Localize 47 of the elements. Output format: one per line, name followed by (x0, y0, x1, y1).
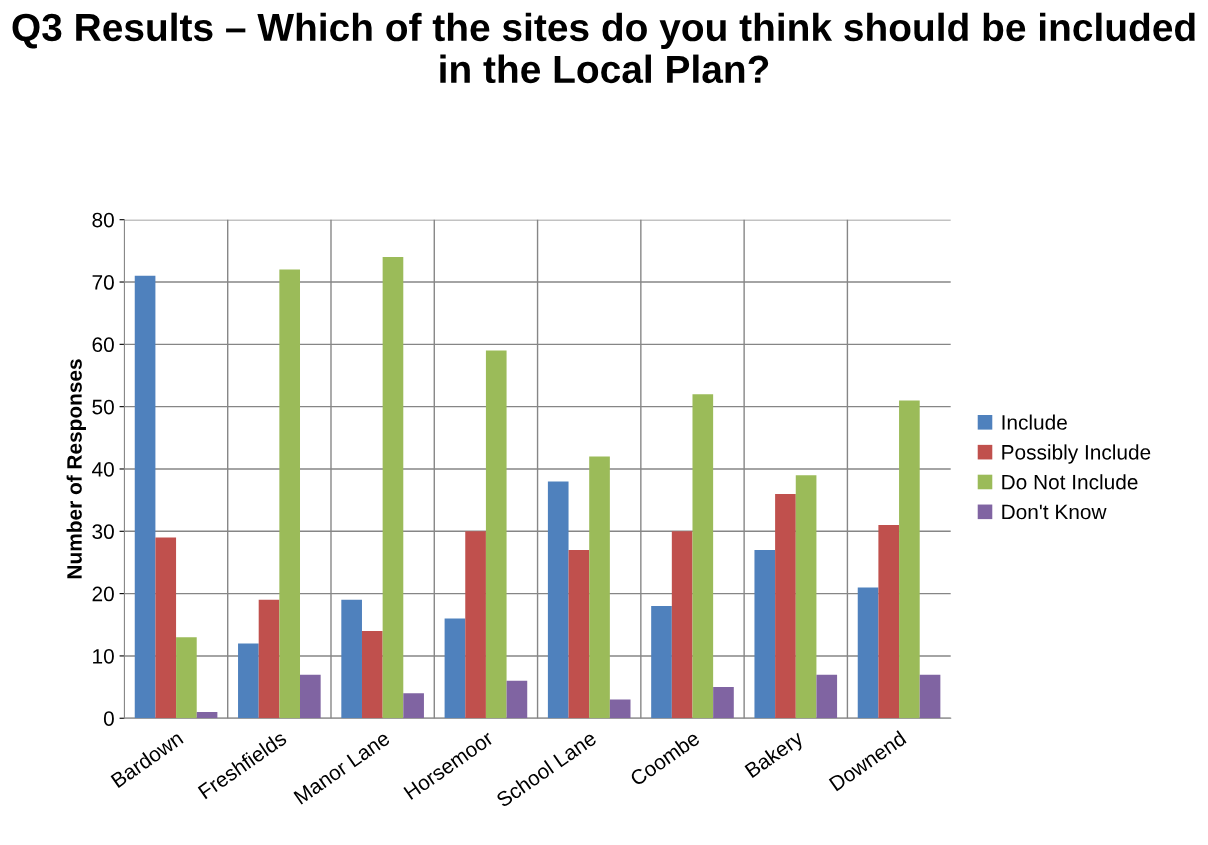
y-tick-label: 80 (92, 212, 114, 228)
legend-label: Don't Know (1002, 504, 1107, 520)
bar (816, 674, 838, 719)
bar (506, 680, 528, 719)
legend-label: Do Not Include (1002, 474, 1138, 490)
bar (279, 269, 301, 719)
bar (361, 631, 383, 719)
bar (176, 637, 197, 719)
bar (382, 257, 404, 719)
legend-label: Possibly Include (1002, 444, 1151, 464)
bar (878, 525, 900, 719)
bar (196, 712, 218, 719)
y-tick-label: 20 (92, 586, 114, 602)
bar (485, 350, 507, 719)
bar (444, 618, 466, 719)
bar (403, 693, 424, 719)
bar (155, 537, 177, 719)
bar (754, 549, 776, 719)
bar (300, 674, 321, 719)
bar (651, 606, 672, 719)
bar (899, 400, 920, 719)
bar (671, 531, 693, 719)
bar (547, 481, 569, 719)
bar (589, 456, 610, 719)
chart-title: Q3 Results – Which of the sites do you think should be included in the Local Plan? (12, 12, 1195, 84)
bar (919, 674, 941, 719)
y-tick-label: 40 (92, 461, 114, 477)
y-tick-label: 50 (92, 399, 114, 415)
bar (775, 493, 796, 719)
y-tick-label: 30 (92, 524, 114, 540)
bar (857, 587, 879, 719)
y-tick-label: 0 (103, 711, 114, 726)
y-tick-label: 60 (92, 337, 114, 353)
bar (692, 394, 714, 719)
y-tick-label: 70 (92, 275, 114, 290)
bar (713, 687, 734, 719)
bar (465, 531, 486, 719)
bar (568, 549, 590, 719)
bar (341, 599, 362, 719)
y-axis-title: Number of Responses (66, 359, 86, 579)
legend-label: Include (1002, 414, 1067, 430)
y-tick-label: 10 (93, 648, 114, 664)
bar (238, 643, 259, 719)
bar (609, 699, 631, 719)
bar (134, 275, 156, 719)
bar (258, 599, 280, 719)
bar (795, 475, 817, 719)
